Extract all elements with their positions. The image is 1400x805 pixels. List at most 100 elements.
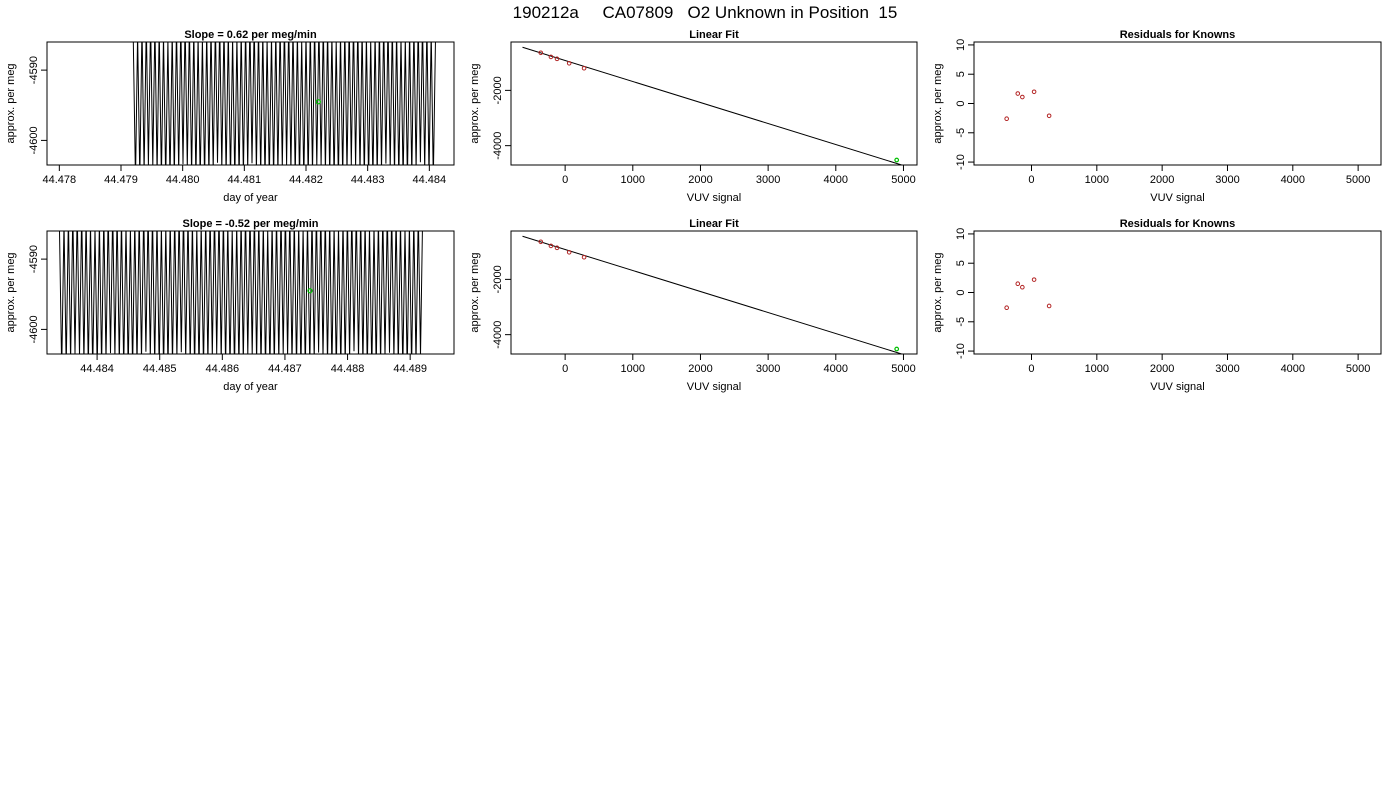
plot-area bbox=[59, 231, 423, 354]
known-point bbox=[566, 60, 572, 66]
y-axis-label: approx. per meg bbox=[5, 63, 17, 143]
fit-line bbox=[522, 235, 904, 354]
known-point bbox=[1020, 94, 1025, 100]
x-tick-label: 44.489 bbox=[393, 363, 427, 375]
known-point bbox=[1015, 91, 1021, 96]
plot-area bbox=[522, 46, 904, 165]
y-tick-label: -2000 bbox=[492, 265, 504, 293]
plot-frame bbox=[510, 41, 918, 166]
signal-trace bbox=[59, 231, 423, 354]
signal-trace bbox=[132, 42, 436, 165]
panel-title: Slope = 0.62 per meg/min bbox=[184, 29, 317, 41]
x-axis-label: VUV signal bbox=[687, 381, 741, 393]
x-tick-label: 4000 bbox=[824, 174, 848, 186]
panel-p5: Linear Fit 0 1000 2000 3000 4000 5000 -2000 -400… bbox=[469, 218, 918, 393]
x-tick-label: 44.488 bbox=[331, 363, 365, 375]
y-tick-label: 10 bbox=[955, 39, 967, 51]
panel-p6: Residuals for Knowns 0 1000 2000 3000 4000 500… bbox=[932, 218, 1382, 393]
x-tick-label: 44.485 bbox=[143, 363, 177, 375]
plot-area bbox=[1004, 89, 1052, 122]
panel-p3: Residuals for Knowns 0 1000 2000 3000 4000 500… bbox=[932, 29, 1382, 204]
panel-title: Residuals for Knowns bbox=[1120, 29, 1236, 41]
x-axis-label: day of year bbox=[223, 192, 278, 204]
plot-area bbox=[1004, 277, 1052, 311]
known-point bbox=[538, 50, 544, 56]
fit-line bbox=[522, 46, 904, 165]
known-point bbox=[566, 249, 572, 255]
y-tick-label: 0 bbox=[955, 289, 967, 295]
page-title: 190212a CA07809 O2 Unknown in Position 1… bbox=[513, 3, 898, 22]
panel-title: Linear Fit bbox=[689, 29, 739, 41]
known-point bbox=[1004, 305, 1009, 311]
x-tick-label: 44.484 bbox=[413, 174, 447, 186]
x-tick-label: 2000 bbox=[1150, 363, 1174, 375]
known-point bbox=[548, 243, 554, 249]
x-tick-label: 1000 bbox=[621, 363, 645, 375]
x-tick-label: 5000 bbox=[891, 174, 915, 186]
y-tick-label: -4000 bbox=[492, 321, 504, 349]
plot-area bbox=[132, 42, 436, 165]
x-tick-label: 1000 bbox=[621, 174, 645, 186]
known-point bbox=[1046, 113, 1052, 119]
unknown-marker bbox=[315, 99, 321, 105]
y-tick-label: 10 bbox=[955, 228, 967, 240]
x-tick-label: 5000 bbox=[891, 363, 915, 375]
known-point bbox=[1031, 89, 1037, 95]
known-point bbox=[1020, 284, 1025, 290]
unknown-point bbox=[894, 346, 900, 352]
y-tick-label: -10 bbox=[955, 154, 967, 170]
x-tick-label: 4000 bbox=[1281, 363, 1305, 375]
x-axis-label: VUV signal bbox=[1150, 381, 1204, 393]
known-point bbox=[1031, 277, 1037, 282]
plot-area bbox=[522, 235, 904, 354]
panel-p2: Linear Fit 0 1000 2000 3000 4000 5000 -2000 -400… bbox=[469, 29, 918, 204]
y-tick-label: 5 bbox=[955, 71, 967, 77]
known-point bbox=[554, 56, 560, 62]
panel-p1: Slope = 0.62 per meg/min 44.478 44.479 44.4… bbox=[5, 29, 455, 204]
panel-title: Slope = -0.52 per meg/min bbox=[182, 218, 318, 230]
x-tick-label: 4000 bbox=[1281, 174, 1305, 186]
x-tick-label: 44.484 bbox=[80, 363, 114, 375]
x-tick-label: 44.478 bbox=[43, 174, 77, 186]
y-axis-label: approx. per meg bbox=[469, 63, 481, 143]
x-tick-label: 44.482 bbox=[289, 174, 323, 186]
known-point bbox=[548, 54, 554, 60]
x-tick-label: 2000 bbox=[688, 363, 712, 375]
y-tick-label: 0 bbox=[955, 100, 967, 106]
x-tick-label: 0 bbox=[562, 174, 568, 186]
y-tick-label: -4600 bbox=[28, 126, 40, 154]
y-tick-label: -2000 bbox=[492, 76, 504, 104]
x-tick-label: 5000 bbox=[1346, 363, 1370, 375]
x-tick-label: 5000 bbox=[1346, 174, 1370, 186]
known-point bbox=[1015, 281, 1021, 287]
panel-title: Residuals for Knowns bbox=[1120, 218, 1236, 230]
y-tick-label: -10 bbox=[955, 343, 967, 359]
y-axis-label: approx. per meg bbox=[5, 252, 17, 332]
x-tick-label: 44.487 bbox=[268, 363, 302, 375]
x-tick-label: 0 bbox=[1028, 363, 1034, 375]
known-point bbox=[581, 254, 587, 260]
x-tick-label: 44.486 bbox=[205, 363, 239, 375]
x-tick-label: 44.481 bbox=[228, 174, 262, 186]
y-tick-label: -4590 bbox=[28, 245, 40, 273]
panel-title: Linear Fit bbox=[689, 218, 739, 230]
known-point bbox=[1046, 303, 1052, 309]
y-axis-label: approx. per meg bbox=[469, 252, 481, 332]
plot-frame bbox=[973, 230, 1382, 355]
y-tick-label: -5 bbox=[955, 317, 967, 327]
x-tick-label: 3000 bbox=[1215, 174, 1239, 186]
x-tick-label: 1000 bbox=[1085, 363, 1109, 375]
x-tick-label: 2000 bbox=[688, 174, 712, 186]
unknown-marker bbox=[307, 288, 313, 294]
x-tick-label: 44.483 bbox=[351, 174, 385, 186]
x-tick-label: 4000 bbox=[824, 363, 848, 375]
y-tick-label: -4000 bbox=[492, 132, 504, 160]
y-tick-label: -4600 bbox=[28, 315, 40, 343]
y-axis-label: approx. per meg bbox=[932, 252, 944, 332]
known-point bbox=[554, 245, 560, 251]
y-tick-label: 5 bbox=[955, 260, 967, 266]
known-point bbox=[1004, 116, 1009, 122]
x-tick-label: 3000 bbox=[756, 363, 780, 375]
